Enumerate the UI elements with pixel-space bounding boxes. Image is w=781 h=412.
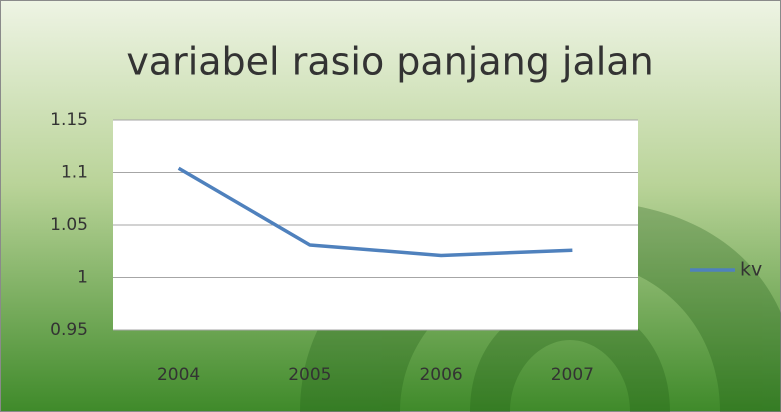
legend-label: kv <box>740 259 762 281</box>
y-tick-label: 1.05 <box>50 215 88 235</box>
y-tick-label: 0.95 <box>50 320 88 340</box>
y-tick-label: 1.15 <box>50 110 88 130</box>
x-tick-label: 2006 <box>419 365 462 385</box>
y-tick-label: 1.1 <box>61 163 88 183</box>
x-tick-label: 2005 <box>288 365 331 385</box>
x-tick-label: 2007 <box>551 365 594 385</box>
x-tick-label: 2004 <box>157 365 200 385</box>
chart-title: variabel rasio panjang jalan <box>126 40 653 84</box>
series-line <box>177 166 573 258</box>
y-tick-label: 1 <box>77 268 88 288</box>
